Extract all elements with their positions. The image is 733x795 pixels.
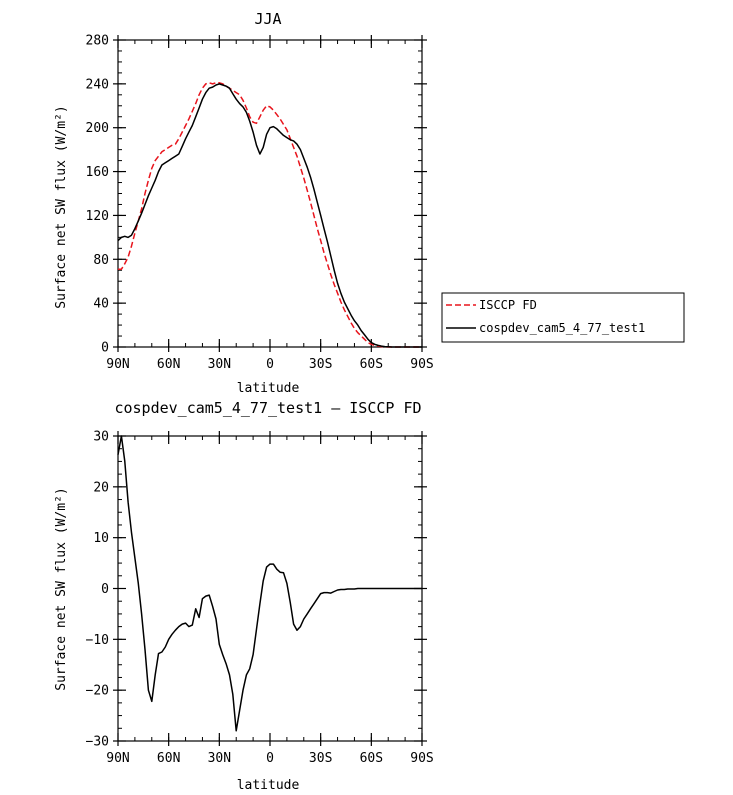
bottom-x-tick-label: 30N [208,751,231,766]
top-y-tick-label: 160 [86,165,109,180]
legend-box [441,292,685,343]
bottom-x-axis-label: latitude [237,778,300,793]
top-x-axis-label: latitude [237,381,300,396]
bottom-y-tick-label: −20 [86,684,109,699]
bottom-x-tick-label: 90S [410,751,433,766]
top-legend: ISCCP FD cospdev_cam5_4_77_test1 [441,292,685,343]
legend-label-model: cospdev_cam5_4_77_test1 [479,321,645,335]
top-y-axis-label: Surface net SW flux (W/m²) [54,105,69,309]
top-x-tick-label: 90N [106,357,129,372]
bottom-y-tick-label: 20 [93,480,109,495]
top-y-tick-label: 120 [86,209,109,224]
top-series-line-cospdev-cam5-4-77-test1 [117,83,422,348]
top-y-tick-label: 80 [93,253,109,268]
top-x-tick-label: 30S [309,357,332,372]
top-chart-title: JJA [254,10,281,28]
bottom-y-tick-label: −30 [86,735,109,750]
bottom-x-tick-label: 60N [157,751,180,766]
top-panel: JJA latitude Surface net SW flux (W/m²) … [54,10,434,396]
bottom-chart-title: cospdev_cam5_4_77_test1 – ISCCP FD [114,399,421,417]
top-series-line-isccp-fd [118,82,422,348]
bottom-x-tick-label: 90N [106,751,129,766]
bottom-series-line-0 [117,435,422,732]
top-y-tick-label: 280 [86,34,109,49]
bottom-y-axis-label: Surface net SW flux (W/m²) [54,487,69,691]
top-y-tick-label: 0 [101,341,109,356]
top-x-tick-label: 90S [410,357,433,372]
legend-label-isccp: ISCCP FD [479,298,537,312]
top-y-tick-label: 40 [93,297,109,312]
bottom-x-tick-label: 30S [309,751,332,766]
top-y-tick-label: 240 [86,77,109,92]
top-x-tick-label: 60N [157,357,180,372]
bottom-y-tick-label: 10 [93,531,109,546]
bottom-y-tick-label: 0 [101,582,109,597]
bottom-y-tick-label: 30 [93,430,109,445]
top-x-tick-label: 60S [360,357,383,372]
bottom-y-tick-label: −10 [86,633,109,648]
bottom-x-tick-label: 0 [266,751,274,766]
top-plot-frame [117,39,423,348]
bottom-panel: cospdev_cam5_4_77_test1 – ISCCP FD latit… [54,399,434,793]
top-x-tick-label: 30N [208,357,231,372]
bottom-x-tick-label: 60S [360,751,383,766]
top-x-tick-label: 0 [266,357,274,372]
top-y-tick-label: 200 [86,121,109,136]
